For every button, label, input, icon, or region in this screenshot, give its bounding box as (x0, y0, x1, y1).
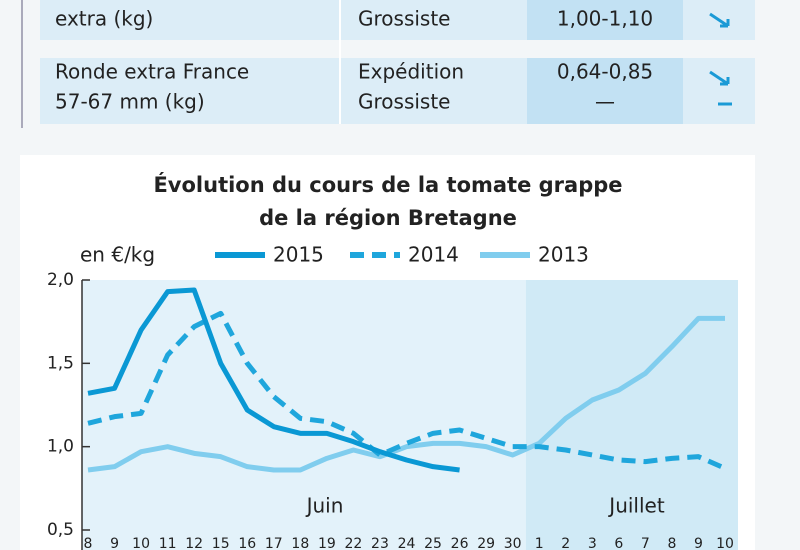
chart-title: Évolution du cours de la tomate grappe (153, 172, 622, 197)
x-tick-label: 25 (424, 536, 442, 550)
table-cell: Ronde extra France (55, 60, 249, 84)
table-cell: Grossiste (358, 90, 450, 114)
x-tick-label: 11 (159, 536, 177, 550)
x-tick-label: 26 (451, 536, 469, 550)
chart-title: de la région Bretagne (259, 206, 517, 230)
x-tick-label: 10 (716, 536, 734, 550)
y-tick-label: 1,5 (47, 353, 74, 373)
series-line (87, 315, 725, 473)
legend-label: 2014 (408, 243, 459, 267)
x-tick-label: 23 (371, 536, 389, 550)
price-bg (527, 58, 683, 124)
table-cell: 0,64-0,85 (557, 60, 653, 84)
x-tick-label: 30 (504, 536, 522, 550)
legend-label: 2015 (273, 243, 324, 267)
series-line (87, 287, 460, 473)
month-band (525, 280, 738, 550)
x-tick-label: 24 (398, 536, 416, 550)
x-tick-label: 16 (238, 536, 256, 550)
x-tick-label: 12 (185, 536, 203, 550)
trend-icons (709, 12, 732, 106)
x-tick-label: 9 (694, 536, 703, 550)
table-cell: Expédition (358, 60, 464, 84)
annotation: Juillet (607, 494, 665, 518)
y-tick-label: 0,5 (47, 520, 74, 540)
x-tick-label: 22 (345, 536, 363, 550)
x-tick-label: 19 (318, 536, 336, 550)
x-tick-label: 10 (132, 536, 150, 550)
y-tick-label: 1,0 (47, 437, 74, 457)
x-tick-label: 7 (641, 536, 650, 550)
y-tick-label: 2,0 (47, 270, 74, 290)
x-tick-label: 6 (614, 536, 623, 550)
table-cell: 1,00-1,10 (557, 7, 653, 31)
price-bg (527, 0, 683, 40)
x-tick-label: 8 (84, 536, 93, 550)
x-tick-label: 15 (212, 536, 230, 550)
table-cell: extra (kg) (55, 7, 153, 31)
x-tick-label: 17 (265, 536, 283, 550)
x-tick-label: 8 (667, 536, 676, 550)
annotation: Juin (305, 494, 344, 518)
table-cell: Grossiste (358, 7, 450, 31)
x-tick-label: 18 (291, 536, 309, 550)
legend-label: 2013 (538, 243, 589, 267)
series-line (87, 310, 727, 471)
x-tick-label: 9 (110, 536, 119, 550)
x-tick-label: 1 (535, 536, 544, 550)
x-tick-label: 29 (477, 536, 495, 550)
x-tick-label: 3 (588, 536, 597, 550)
table-cell: 57-67 mm (kg) (55, 90, 205, 114)
y-axis-label: en €/kg (80, 243, 155, 267)
x-tick-label: 2 (561, 536, 570, 550)
table-cell: — (595, 90, 615, 114)
